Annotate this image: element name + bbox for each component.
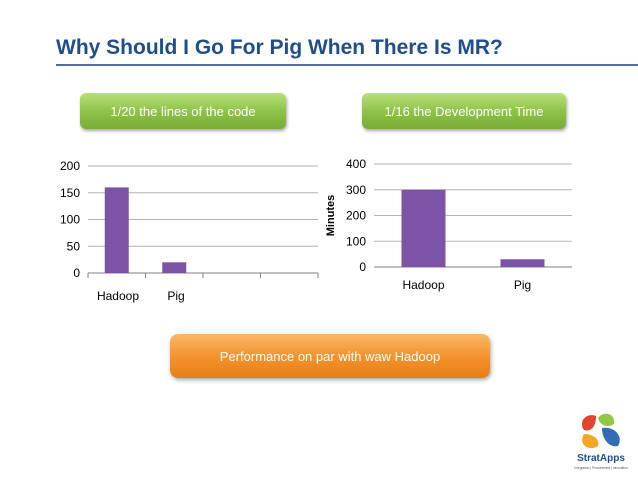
y-axis-label: Minutes — [325, 195, 337, 237]
callout-right: 1/16 the Development Time — [362, 93, 566, 129]
x-category-label: Hadoop — [402, 278, 444, 292]
bar-hadoop — [104, 187, 129, 273]
logo-petal-red — [581, 415, 596, 431]
stratapps-logo: StratApps Integration | Procurement | In… — [574, 413, 628, 470]
x-category-label: Pig — [514, 278, 531, 292]
y-tick-label: 100 — [346, 234, 366, 248]
y-tick-label: 400 — [346, 157, 366, 171]
y-tick-label: 200 — [60, 159, 80, 173]
logo-petal-blue — [602, 427, 620, 447]
logo-wordmark: StratApps — [577, 453, 625, 464]
bar-hadoop — [401, 189, 446, 267]
x-category-label: Hadoop — [97, 289, 139, 303]
y-tick-label: 50 — [67, 239, 81, 253]
y-tick-label: 150 — [60, 186, 80, 200]
callout-right-label: 1/16 the Development Time — [384, 103, 544, 119]
title-underline — [56, 64, 638, 66]
y-tick-label: 100 — [60, 213, 80, 227]
logo-petal-green — [598, 413, 615, 426]
callout-bottom: Performance on par with waw Hadoop — [170, 334, 490, 378]
callout-bottom-label: Performance on par with waw Hadoop — [219, 348, 441, 364]
bar-pig — [500, 259, 545, 267]
callout-left-label: 1/20 the lines of the code — [110, 103, 256, 119]
y-tick-label: 0 — [73, 266, 80, 280]
bar-pig — [162, 262, 187, 273]
y-tick-label: 200 — [346, 209, 366, 223]
y-tick-label: 0 — [359, 260, 366, 274]
logo-tagline: Integration | Procurement | Innovation — [574, 466, 627, 470]
callout-left: 1/20 the lines of the code — [80, 93, 286, 129]
slide-title: Why Should I Go For Pig When There Is MR… — [56, 36, 503, 59]
y-tick-label: 300 — [346, 183, 366, 197]
chart-lines-of-code: 0 50 100 150 200 Hadoop Pig — [60, 159, 319, 303]
chart-development-time: 0 100 200 300 400 Hadoop Pig Minutes — [325, 157, 572, 292]
x-category-label: Pig — [167, 289, 184, 303]
logo-petal-orange — [582, 434, 599, 449]
